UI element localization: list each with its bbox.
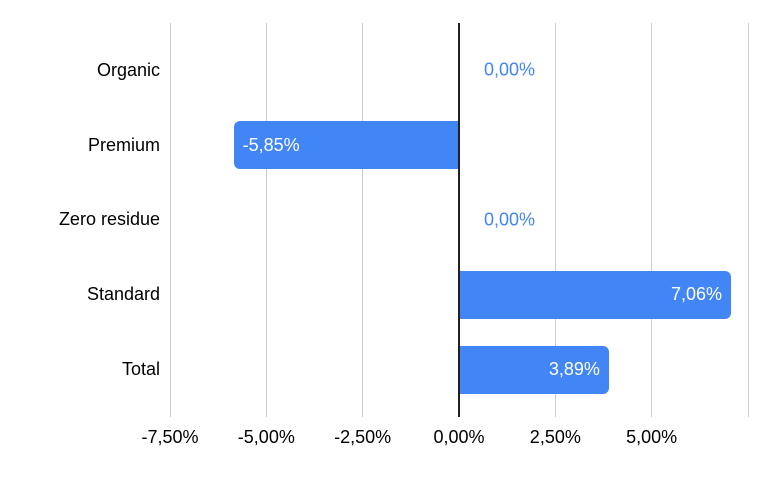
x-axis-tick-label: 2,50% bbox=[529, 427, 581, 447]
zero-axis-line bbox=[458, 23, 460, 417]
gridline bbox=[651, 23, 653, 417]
gridline bbox=[169, 23, 171, 417]
category-label: Premium bbox=[87, 134, 160, 155]
x-axis-tick-labels: -7,50% -5,00% -2,50% 0,00% 2,50% 5,00% bbox=[0, 427, 772, 451]
x-axis-tick-label: 0,00% bbox=[433, 427, 485, 447]
x-axis-tick-label: -5,00% bbox=[237, 427, 295, 447]
chart-row: Standard 7,06% bbox=[0, 257, 748, 332]
category-label: Organic bbox=[96, 59, 160, 80]
chart-row: Premium -5,85% bbox=[0, 108, 748, 183]
x-axis-tick-label: 5,00% bbox=[626, 427, 678, 447]
chart-row: Zero residue 0,00% bbox=[0, 183, 748, 258]
value-label: -5,85% bbox=[242, 134, 300, 155]
x-axis-tick-label: -7,50% bbox=[141, 427, 199, 447]
plot-area bbox=[169, 23, 749, 417]
gridline bbox=[362, 23, 364, 417]
gridline bbox=[554, 23, 556, 417]
chart-row: Organic 0,00% bbox=[0, 33, 748, 108]
value-label: 3,89% bbox=[548, 359, 600, 380]
bar: -5,85% bbox=[233, 121, 459, 170]
value-label: 7,06% bbox=[670, 284, 723, 305]
chart-rows-layer: Organic 0,00% Premium -5,85% Zero residue 0,0… bbox=[0, 33, 748, 407]
category-label: Total bbox=[121, 359, 160, 380]
x-axis-tick-label: -2,50% bbox=[334, 427, 392, 447]
value-label: 0,00% bbox=[484, 209, 536, 230]
gridline bbox=[747, 23, 749, 417]
value-label: 0,00% bbox=[484, 59, 536, 80]
gridline bbox=[265, 23, 267, 417]
category-label: Standard bbox=[86, 284, 160, 305]
category-label: Zero residue bbox=[58, 209, 160, 230]
bar: 3,89% bbox=[459, 345, 609, 394]
bar: 7,06% bbox=[459, 270, 732, 319]
chart-row: Total 3,89% bbox=[0, 332, 748, 407]
